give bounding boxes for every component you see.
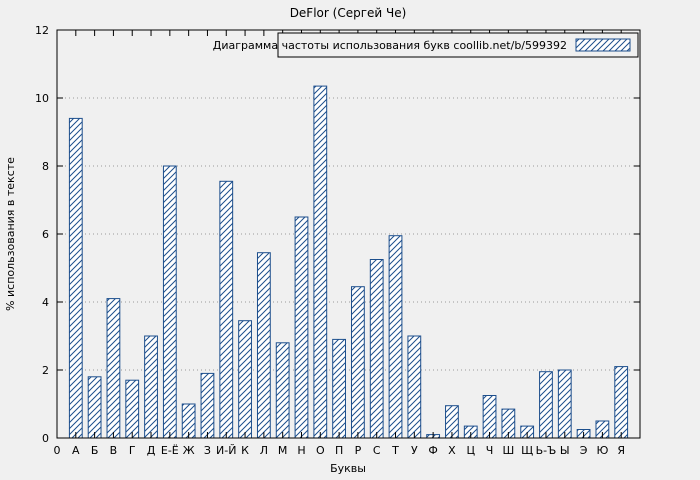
x-tick-label: Ш (502, 444, 514, 457)
x-tick-label: А (72, 444, 80, 457)
bar-О (313, 85, 328, 439)
x-tick-label: К (241, 444, 249, 457)
x-tick-label: Г (129, 444, 136, 457)
bar-Ь-Ъ (539, 371, 553, 439)
gridlines (57, 97, 640, 371)
y-tick-label: 2 (42, 364, 49, 377)
x-tick-label: П (335, 444, 343, 457)
y-tick-label: 0 (42, 432, 49, 445)
x-tick-label: Т (391, 444, 399, 457)
bar-Д (144, 335, 158, 439)
bar-Р (351, 286, 365, 439)
legend-swatch (575, 38, 631, 52)
x-tick-label: Ы (560, 444, 570, 457)
x-tick-label: Ж (183, 444, 195, 457)
bar-Е-Ё (162, 165, 177, 439)
bar-С (369, 259, 384, 439)
x-tick-label: М (278, 444, 288, 457)
bar-Ч (482, 395, 497, 439)
bar-К (238, 320, 252, 439)
bar-Н (294, 216, 309, 439)
x-tick-label: С (373, 444, 381, 457)
bars (68, 85, 629, 439)
bar-З (200, 372, 215, 439)
bar-В (106, 298, 121, 439)
x-tick-label: О (316, 444, 325, 457)
x-tick-label: Щ (521, 444, 533, 457)
bar-П (332, 338, 346, 439)
legend-label: Диаграмма частоты использования букв coo… (213, 39, 567, 52)
bar-Т (388, 235, 403, 439)
x-tick-label: Ч (486, 444, 494, 457)
x-tick-label: Х (448, 444, 456, 457)
x-tick-label: Ц (466, 444, 475, 457)
x-tick-label: З (204, 444, 211, 457)
bar-А (68, 117, 83, 439)
x-tick-label: Я (617, 444, 625, 457)
x-tick-label: Ф (428, 444, 437, 457)
x-tick-label: Ь-Ъ (536, 444, 557, 457)
y-tick-label: 8 (42, 160, 49, 173)
x-tick-label: Р (355, 444, 362, 457)
x-tick-label: Е-Ё (161, 444, 179, 457)
x-tick-label: Ю (596, 444, 608, 457)
x-tick-label: Л (260, 444, 268, 457)
x-tick-label: И-Й (216, 444, 236, 457)
x-tick-label: Н (297, 444, 305, 457)
y-tick-label: 6 (42, 228, 49, 241)
x-tick-label: Э (580, 444, 588, 457)
bar-У (407, 335, 422, 439)
x-axis-label: Буквы (330, 462, 366, 475)
x-tick-label: Б (91, 444, 99, 457)
x-tick-label: У (411, 444, 418, 457)
bar-Г (125, 379, 140, 439)
x-origin-label: 0 (54, 444, 61, 457)
bar-М (275, 342, 290, 439)
chart-title: DeFlor (Сергей Че) (290, 6, 407, 20)
legend: Диаграмма частоты использования букв coo… (213, 32, 639, 58)
bar-Я (614, 366, 629, 439)
y-tick-label: 4 (42, 296, 49, 309)
y-tick-label: 10 (35, 92, 49, 105)
bar-И-Й (219, 180, 234, 439)
y-tick-label: 12 (35, 24, 49, 37)
x-tick-label: В (110, 444, 118, 457)
bar-Ы (557, 369, 572, 439)
bar-Б (87, 376, 102, 439)
bar-Л (256, 252, 271, 439)
x-tick-label: Д (147, 444, 156, 457)
y-axis-label: % использования в тексте (4, 157, 17, 311)
